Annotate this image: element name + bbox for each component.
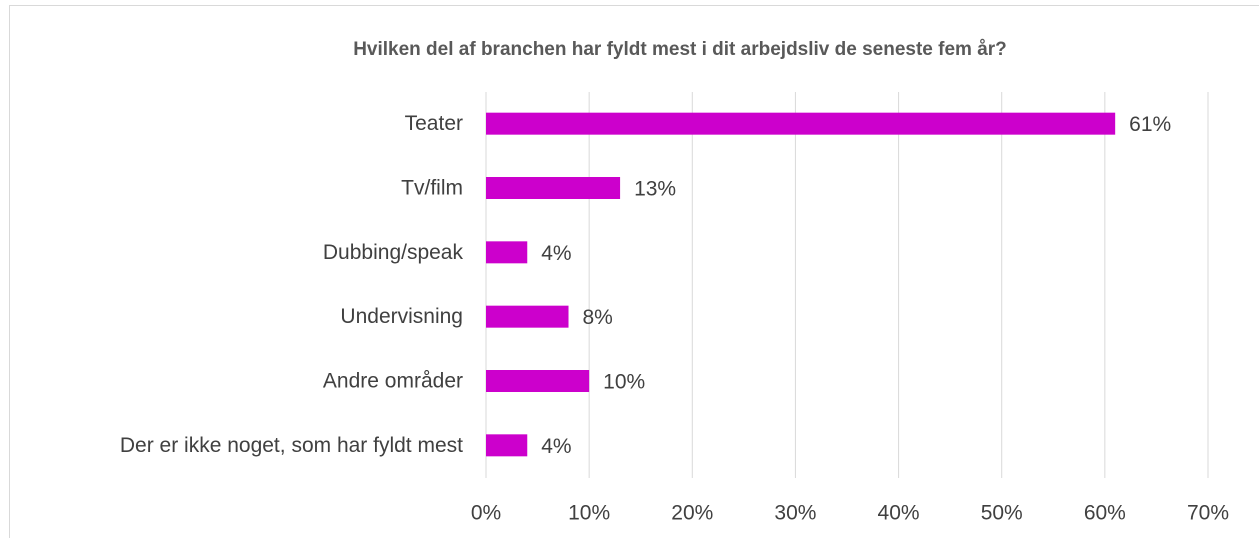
- x-tick-label: 50%: [981, 502, 1023, 525]
- data-label: 10%: [603, 371, 645, 394]
- data-label: 4%: [541, 242, 571, 265]
- x-tick-label: 20%: [671, 502, 713, 525]
- y-tick-label: Tv/film: [401, 177, 463, 200]
- data-label: 61%: [1129, 113, 1171, 136]
- x-tick-label: 70%: [1187, 502, 1229, 525]
- x-tick-label: 60%: [1084, 502, 1126, 525]
- bar: [486, 434, 528, 457]
- x-tick-label: 0%: [471, 502, 501, 525]
- x-tick-label: 10%: [568, 502, 610, 525]
- bar: [486, 112, 1116, 135]
- x-tick-label: 40%: [878, 502, 920, 525]
- bar: [486, 305, 569, 328]
- y-tick-label: Teater: [405, 112, 463, 135]
- chart-border: [9, 5, 1259, 538]
- data-label: 4%: [541, 435, 571, 458]
- y-tick-label: Dubbing/speak: [323, 241, 464, 264]
- y-tick-label: Der er ikke noget, som har fyldt mest: [120, 434, 463, 457]
- chart-title: Hvilken del af branchen har fyldt mest i…: [353, 39, 1007, 60]
- y-tick-label: Undervisning: [340, 305, 463, 328]
- bar: [486, 241, 528, 264]
- bar: [486, 177, 621, 199]
- bar: [486, 370, 590, 392]
- data-label: 8%: [583, 306, 613, 329]
- x-tick-label: 30%: [774, 502, 816, 525]
- y-tick-label: Andre områder: [323, 370, 463, 393]
- data-label: 13%: [634, 178, 676, 201]
